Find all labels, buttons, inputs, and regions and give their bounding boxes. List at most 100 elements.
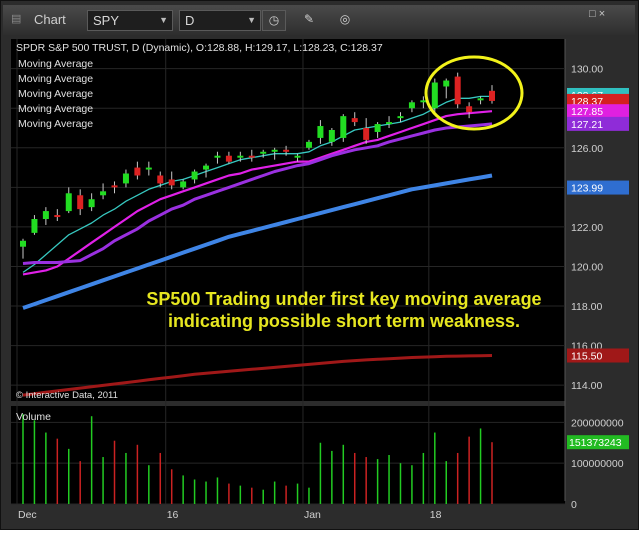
volume-bars	[22, 414, 493, 504]
candle-body	[466, 106, 473, 113]
price-tag-label: 127.85	[571, 106, 603, 118]
candle-body	[363, 128, 370, 140]
y-tick-label: 114.00	[571, 380, 602, 392]
candle-body	[317, 126, 324, 138]
price-tag-label: 123.99	[571, 183, 603, 195]
x-tick-label: Dec	[18, 509, 37, 521]
candle-body	[100, 191, 107, 196]
chevron-down-icon[interactable]: ▼	[247, 15, 256, 25]
candle-body	[203, 165, 210, 170]
moving-average-line	[22, 110, 493, 276]
volume-tag-label: 151373243	[569, 437, 622, 449]
moving-average-line	[22, 173, 493, 310]
candle-body	[157, 175, 164, 184]
x-tick-label: 16	[167, 509, 179, 521]
axis-labels: 130.00128.00126.00124.00122.00120.00118.…	[18, 64, 624, 521]
candle-body	[42, 211, 49, 220]
candle-body	[180, 181, 187, 188]
volume-title: Volume	[16, 411, 51, 423]
candle-body	[420, 100, 427, 103]
price-tags: 128.67128.37127.85127.21123.99115.501513…	[567, 87, 629, 450]
volume-tick-label: 200000000	[571, 417, 624, 429]
candle-body	[294, 155, 301, 158]
candle-body	[408, 102, 415, 109]
highlight-circle	[424, 55, 524, 131]
candle-body	[145, 167, 152, 170]
y-tick-label: 130.00	[571, 64, 603, 76]
candle-body	[214, 155, 221, 158]
candle-body	[454, 76, 461, 105]
indicator-icon[interactable]: ◎	[339, 12, 351, 26]
candle-body	[77, 195, 84, 210]
candle-body	[283, 149, 290, 152]
annotation-line: SP500 Trading under first key moving ave…	[146, 289, 541, 309]
candle-body	[111, 185, 118, 188]
candle-body	[431, 82, 438, 109]
candle-body	[20, 240, 26, 247]
candle-body	[443, 80, 450, 87]
legend-entry: Moving Average	[18, 58, 93, 70]
interval-select[interactable]: D ▼	[179, 10, 261, 31]
candle-body	[225, 155, 232, 162]
copyright-text: © Interactive Data, 2011	[16, 390, 118, 401]
chart-title: SPDR S&P 500 TRUST, D (Dynamic), O:128.8…	[16, 42, 383, 54]
legend-entry: Moving Average	[18, 118, 93, 130]
symbol-value: SPY	[93, 13, 120, 28]
price-tag	[567, 104, 629, 119]
link-icon[interactable]: ▤	[11, 13, 22, 25]
moving-averages	[22, 95, 493, 397]
chart-label: Chart	[34, 12, 66, 27]
price-tag	[567, 180, 629, 195]
chart-toolbar: ▤ Chart SPY ▼ D ▼ ◷ ✎ ◎ □ ×	[3, 5, 635, 35]
candle-body	[340, 116, 347, 138]
legend-entry: Moving Average	[18, 88, 93, 100]
candles	[20, 72, 495, 259]
candle-body	[65, 193, 72, 212]
price-tag-label: 127.21	[571, 119, 603, 131]
y-tick-label: 120.00	[571, 261, 603, 273]
price-tag	[567, 116, 629, 131]
candle-body	[328, 129, 335, 142]
clock-icon[interactable]: ◷	[262, 10, 286, 31]
candle-body	[248, 155, 255, 158]
volume-tick-label: 0	[571, 499, 577, 511]
candle-body	[374, 124, 381, 132]
moving-average-line	[22, 354, 493, 397]
candle-body	[397, 116, 404, 119]
x-tick-label: Jan	[304, 509, 321, 521]
moving-average-line	[22, 95, 492, 273]
chevron-down-icon[interactable]: ▼	[159, 15, 168, 25]
y-tick-label: 118.00	[571, 301, 602, 313]
price-tag	[567, 348, 629, 363]
candle-body	[489, 90, 495, 101]
annotation-line: indicating possible short term weakness.	[168, 311, 520, 331]
window-controls[interactable]: □ ×	[589, 8, 606, 20]
candle-body	[88, 199, 95, 208]
volume-tag	[567, 435, 629, 450]
candle-body	[191, 171, 198, 180]
price-tag-label: 115.50	[571, 351, 602, 363]
interval-value: D	[185, 13, 195, 28]
candle-body	[54, 215, 61, 218]
candle-body	[237, 155, 244, 158]
symbol-input[interactable]: SPY ▼	[87, 10, 173, 31]
candle-body	[260, 151, 267, 154]
candle-body	[271, 149, 278, 152]
y-tick-label: 126.00	[571, 143, 603, 155]
y-tick-label: 122.00	[571, 222, 603, 234]
candle-body	[477, 98, 484, 101]
candle-body	[351, 118, 358, 123]
chart-area: SPDR S&P 500 TRUST, D (Dynamic), O:128.8…	[11, 39, 629, 521]
candle-body	[386, 122, 393, 125]
moving-average-line	[22, 122, 493, 265]
candle-body	[168, 179, 175, 186]
volume-plot-background	[11, 406, 565, 504]
candle-body	[31, 219, 38, 233]
candle-body	[134, 167, 141, 176]
legend-entry: Moving Average	[18, 103, 93, 115]
pencil-icon[interactable]: ✎	[303, 12, 315, 26]
legend-entry: Moving Average	[18, 73, 93, 85]
x-tick-label: 18	[430, 509, 442, 521]
candle-body	[305, 141, 312, 148]
